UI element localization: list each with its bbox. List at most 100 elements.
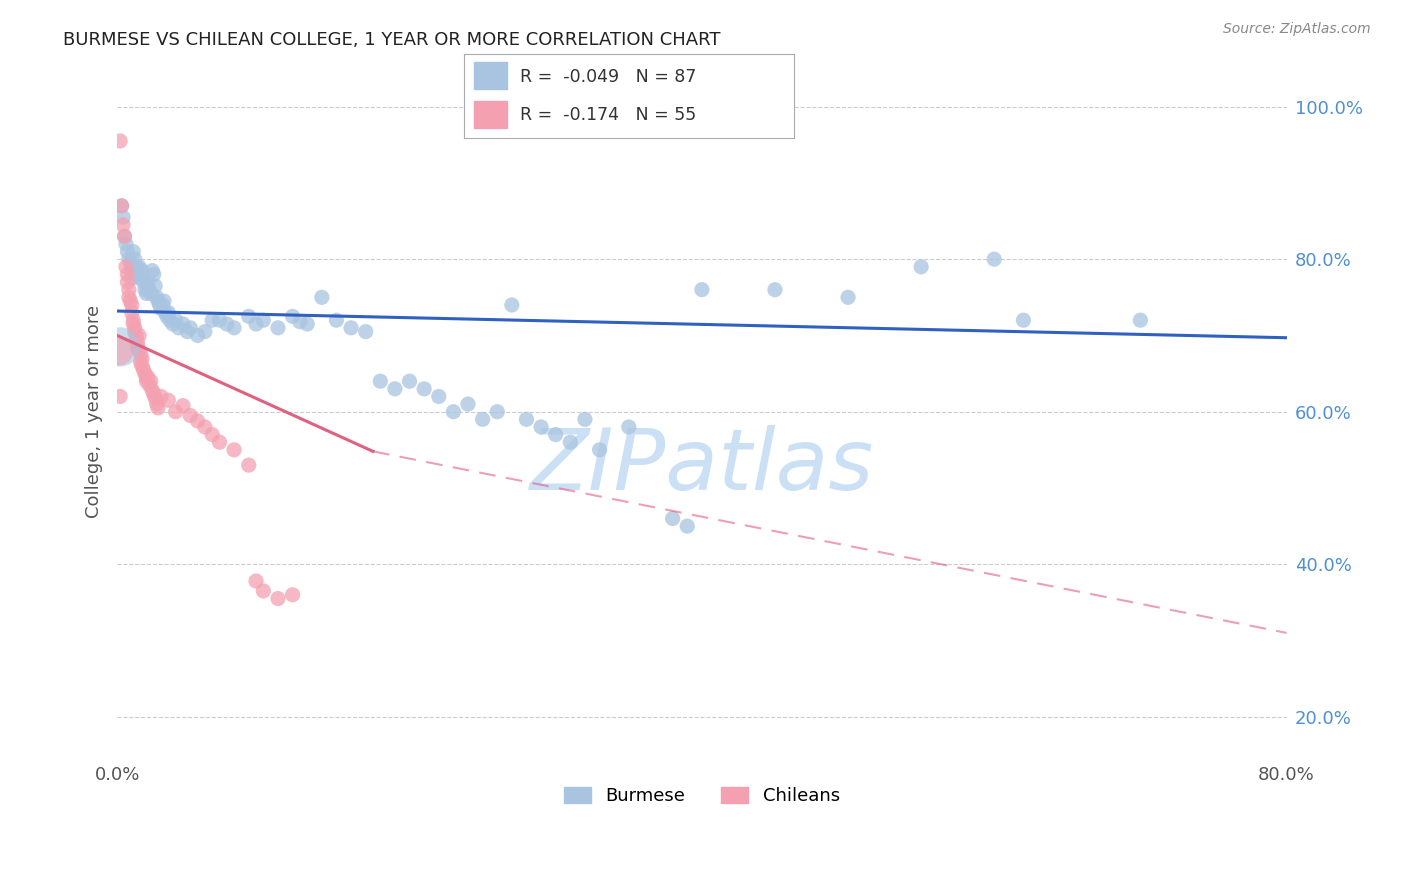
Point	[124, 252, 146, 267]
Point	[118, 283, 141, 297]
Point	[125, 260, 148, 274]
Point	[288, 315, 311, 329]
Point	[157, 305, 180, 319]
Point	[617, 420, 640, 434]
Point	[135, 286, 157, 301]
Point	[983, 252, 1005, 267]
Point	[281, 588, 304, 602]
Point	[136, 370, 159, 384]
Point	[179, 321, 201, 335]
Point	[139, 286, 162, 301]
Point	[208, 435, 231, 450]
Point	[127, 340, 149, 354]
Point	[530, 420, 553, 434]
Point	[172, 317, 194, 331]
Point	[486, 405, 509, 419]
Point	[118, 252, 141, 267]
Point	[145, 397, 167, 411]
Point	[544, 427, 567, 442]
Point	[114, 229, 136, 244]
Point	[157, 393, 180, 408]
Point	[135, 370, 157, 384]
Point	[141, 384, 163, 398]
Point	[122, 317, 145, 331]
Point	[837, 290, 859, 304]
Point	[117, 244, 139, 259]
Point	[187, 414, 209, 428]
Point	[165, 405, 187, 419]
Point	[146, 294, 169, 309]
Point	[325, 313, 347, 327]
Point	[142, 387, 165, 401]
Point	[129, 271, 152, 285]
Point	[115, 260, 138, 274]
Point	[176, 325, 198, 339]
Point	[134, 367, 156, 381]
Point	[574, 412, 596, 426]
Point	[124, 325, 146, 339]
Point	[156, 310, 179, 324]
Point	[441, 405, 464, 419]
Point	[131, 359, 153, 373]
Point	[122, 244, 145, 259]
Point	[124, 321, 146, 335]
Point	[159, 313, 181, 327]
Point	[252, 583, 274, 598]
Point	[238, 458, 260, 472]
Y-axis label: College, 1 year or more: College, 1 year or more	[86, 305, 103, 518]
Point	[1129, 313, 1152, 327]
Point	[224, 442, 246, 457]
Point	[150, 301, 173, 316]
Point	[145, 290, 167, 304]
Point	[194, 325, 217, 339]
Point	[108, 134, 131, 148]
Point	[141, 263, 163, 277]
Point	[690, 283, 713, 297]
Point	[108, 340, 131, 354]
Point	[128, 328, 150, 343]
Point	[107, 343, 129, 358]
Point	[134, 283, 156, 297]
Text: R =  -0.174   N = 55: R = -0.174 N = 55	[520, 105, 696, 123]
Point	[152, 298, 174, 312]
Point	[121, 298, 143, 312]
Point	[224, 321, 246, 335]
Point	[162, 317, 184, 331]
Point	[295, 317, 318, 331]
Legend: Burmese, Chileans: Burmese, Chileans	[555, 778, 849, 814]
Point	[501, 298, 523, 312]
Point	[208, 313, 231, 327]
Point	[201, 427, 224, 442]
Point	[368, 374, 391, 388]
Point	[588, 442, 610, 457]
Point	[121, 305, 143, 319]
Point	[121, 271, 143, 285]
Point	[129, 355, 152, 369]
Point	[384, 382, 406, 396]
Point	[118, 290, 141, 304]
Point	[661, 511, 683, 525]
Point	[194, 420, 217, 434]
Point	[139, 374, 162, 388]
Point	[354, 325, 377, 339]
Point	[131, 263, 153, 277]
Point	[138, 378, 160, 392]
Point	[340, 321, 363, 335]
Point	[143, 391, 166, 405]
Point	[127, 336, 149, 351]
Point	[398, 374, 420, 388]
Point	[120, 256, 142, 270]
Point	[201, 313, 224, 327]
Point	[136, 275, 159, 289]
Point	[115, 236, 138, 251]
Point	[127, 268, 149, 282]
Point	[132, 275, 155, 289]
Point	[142, 268, 165, 282]
Point	[121, 261, 143, 276]
Point	[311, 290, 333, 304]
Point	[215, 317, 238, 331]
Point	[267, 591, 290, 606]
Point	[143, 278, 166, 293]
Point	[763, 283, 786, 297]
Point	[560, 435, 582, 450]
